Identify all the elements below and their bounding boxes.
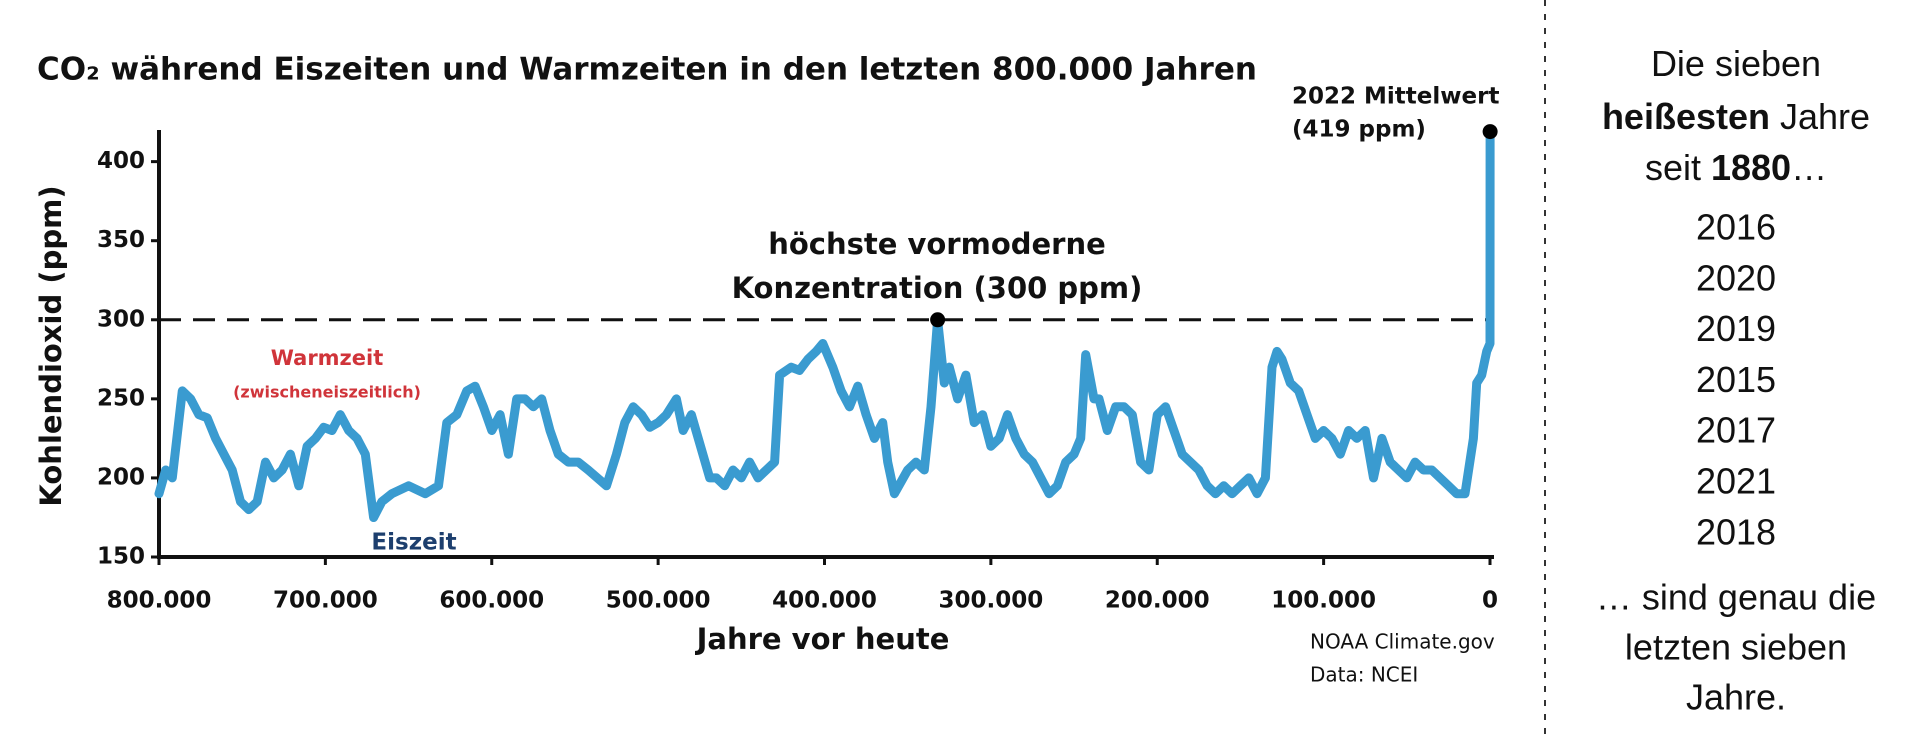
annotation-marker bbox=[930, 312, 946, 328]
x-tick-label: 100.000 bbox=[1271, 588, 1376, 614]
side-text: Jahre. bbox=[1686, 677, 1786, 718]
hot-year: 2018 bbox=[1696, 511, 1776, 552]
x-axis-label: Jahre vor heute bbox=[695, 622, 950, 656]
x-tick-label: 700.000 bbox=[273, 588, 378, 614]
hot-year: 2019 bbox=[1696, 308, 1776, 349]
side-text-segment: heißesten bbox=[1602, 96, 1770, 137]
hot-year: 2016 bbox=[1696, 207, 1776, 248]
side-text-segment: … bbox=[1791, 147, 1827, 188]
side-text: heißesten Jahre bbox=[1602, 96, 1870, 137]
hot-year: 2015 bbox=[1696, 359, 1776, 400]
side-text-segment: 1880 bbox=[1711, 147, 1791, 188]
side-text-segment: Jahre bbox=[1770, 96, 1870, 137]
hot-year: 2021 bbox=[1696, 461, 1776, 502]
side-text: letzten sieben bbox=[1625, 627, 1847, 668]
x-tick-label: 600.000 bbox=[439, 588, 544, 614]
x-tick-label: 400.000 bbox=[772, 588, 877, 614]
annotation: Warmzeit bbox=[271, 346, 384, 370]
y-tick-label: 300 bbox=[97, 306, 145, 332]
annotation: (zwischeneiszeitlich) bbox=[233, 383, 421, 402]
annotation: Eiszeit bbox=[371, 530, 456, 556]
source: Data: NCEI bbox=[1310, 663, 1418, 687]
x-tick-label: 800.000 bbox=[107, 588, 212, 614]
annotation: Konzentration (300 ppm) bbox=[732, 271, 1143, 305]
side-text: Die sieben bbox=[1651, 43, 1821, 84]
y-tick-label: 150 bbox=[97, 544, 145, 570]
y-tick-label: 400 bbox=[97, 148, 145, 174]
x-tick-label: 0 bbox=[1482, 588, 1498, 614]
side-text: … sind genau die bbox=[1596, 577, 1876, 618]
chart-title: CO₂ während Eiszeiten und Warmzeiten in … bbox=[37, 52, 1257, 88]
co2-line bbox=[154, 127, 1495, 522]
annotation: (419 ppm) bbox=[1292, 117, 1426, 143]
annotation-marker bbox=[1482, 124, 1498, 140]
y-tick-label: 350 bbox=[97, 227, 145, 253]
side-text: seit 1880… bbox=[1645, 147, 1827, 188]
side-text-segment: seit bbox=[1645, 147, 1711, 188]
y-axis-label: Kohlendioxid (ppm) bbox=[34, 185, 68, 506]
side-text-segment: Die sieben bbox=[1651, 43, 1821, 84]
y-tick-label: 200 bbox=[97, 464, 145, 490]
x-tick-label: 500.000 bbox=[606, 588, 711, 614]
x-tick-label: 200.000 bbox=[1105, 588, 1210, 614]
source: NOAA Climate.gov bbox=[1310, 630, 1495, 654]
annotation: 2022 Mittelwert bbox=[1292, 84, 1499, 110]
y-tick-label: 250 bbox=[97, 385, 145, 411]
x-tick-label: 300.000 bbox=[938, 588, 1043, 614]
annotation: höchste vormoderne bbox=[768, 227, 1106, 261]
hot-year: 2017 bbox=[1696, 410, 1776, 451]
hot-year: 2020 bbox=[1696, 257, 1776, 298]
